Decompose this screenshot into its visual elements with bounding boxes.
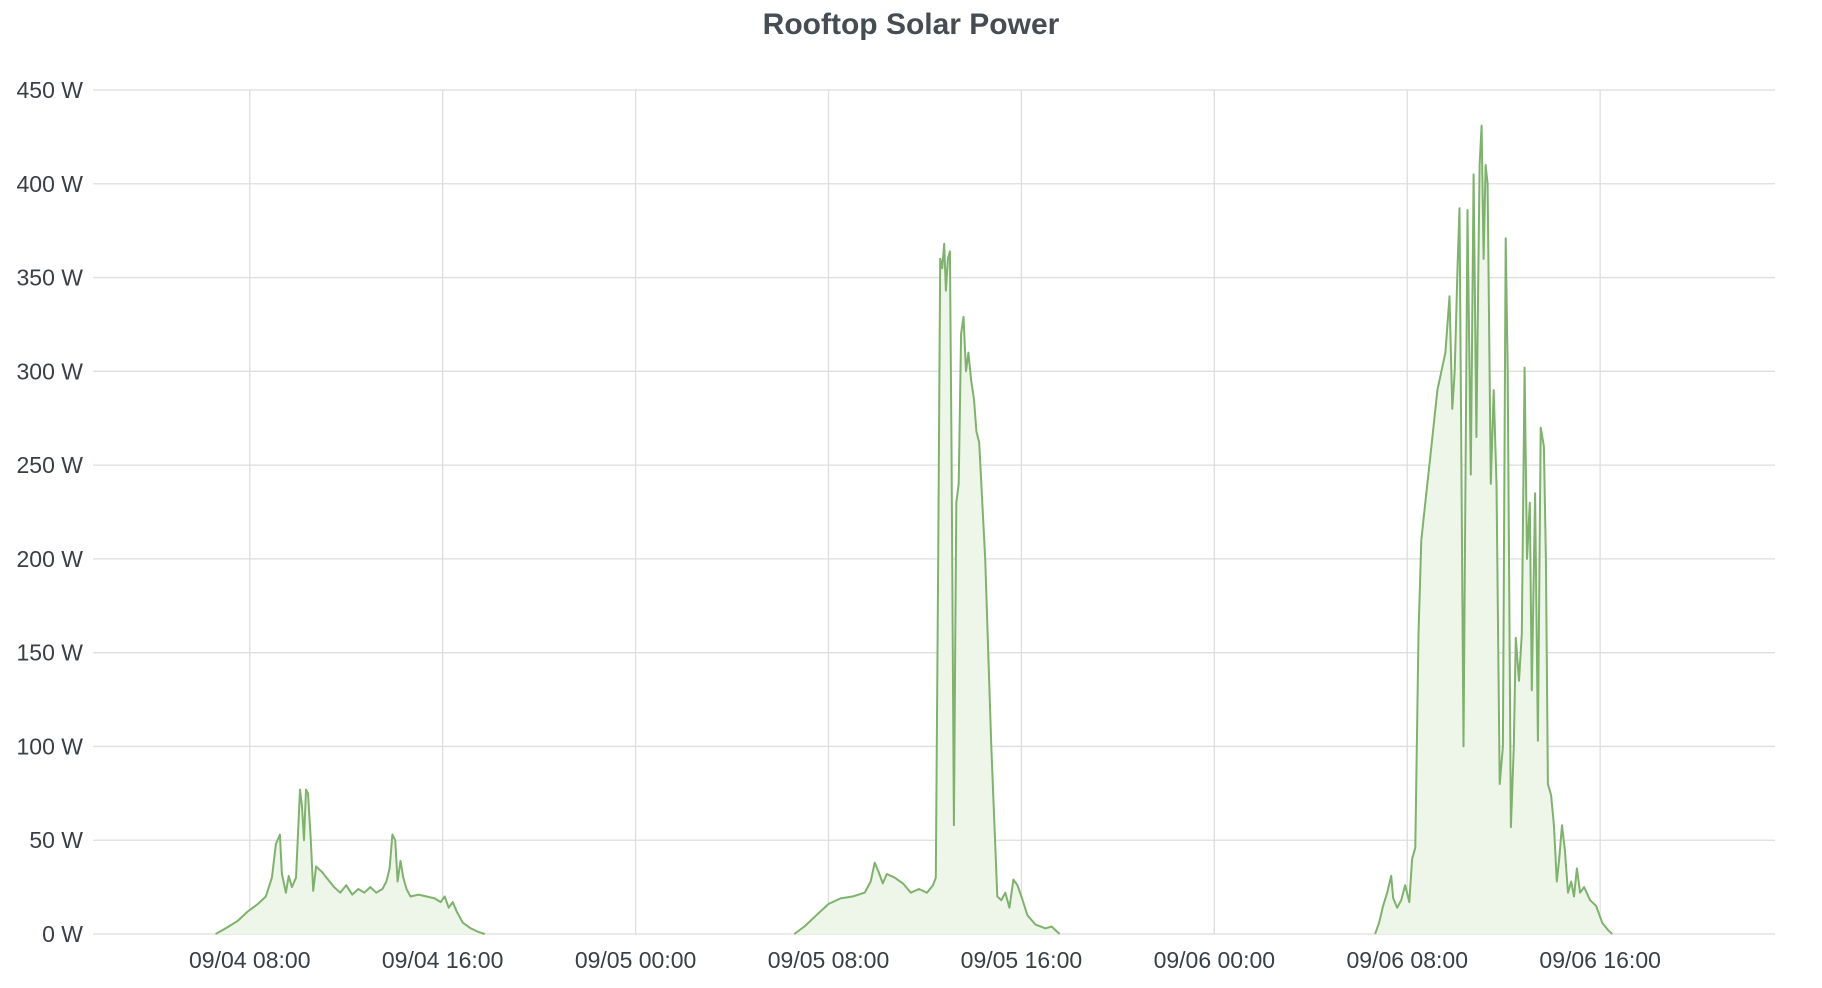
- series-line: [1374, 124, 1613, 935]
- y-tick-label: 400 W: [17, 171, 84, 197]
- y-tick-label: 0 W: [42, 921, 83, 947]
- x-tick-label: 09/05 16:00: [961, 947, 1083, 973]
- x-tick-label: 09/06 08:00: [1346, 947, 1468, 973]
- x-tick-label: 09/05 08:00: [768, 947, 890, 973]
- x-tick-label: 09/06 00:00: [1154, 947, 1276, 973]
- x-tick-label: 09/05 00:00: [575, 947, 697, 973]
- y-tick-label: 250 W: [17, 452, 84, 478]
- y-tick-label: 100 W: [17, 733, 84, 759]
- series-line: [793, 242, 1061, 935]
- series-line: [215, 788, 486, 935]
- y-tick-label: 50 W: [29, 827, 83, 853]
- x-tick-label: 09/04 08:00: [189, 947, 311, 973]
- chart-title: Rooftop Solar Power: [762, 8, 1060, 41]
- series-area: [215, 789, 485, 934]
- y-tick-label: 300 W: [17, 358, 84, 384]
- series-area: [1375, 125, 1613, 935]
- x-tick-label: 09/04 16:00: [382, 947, 504, 973]
- y-tick-label: 150 W: [17, 640, 84, 666]
- y-tick-label: 200 W: [17, 546, 84, 572]
- y-tick-label: 450 W: [17, 77, 84, 103]
- x-tick-label: 09/06 16:00: [1539, 947, 1661, 973]
- series-area: [794, 243, 1060, 935]
- y-tick-label: 350 W: [17, 265, 84, 291]
